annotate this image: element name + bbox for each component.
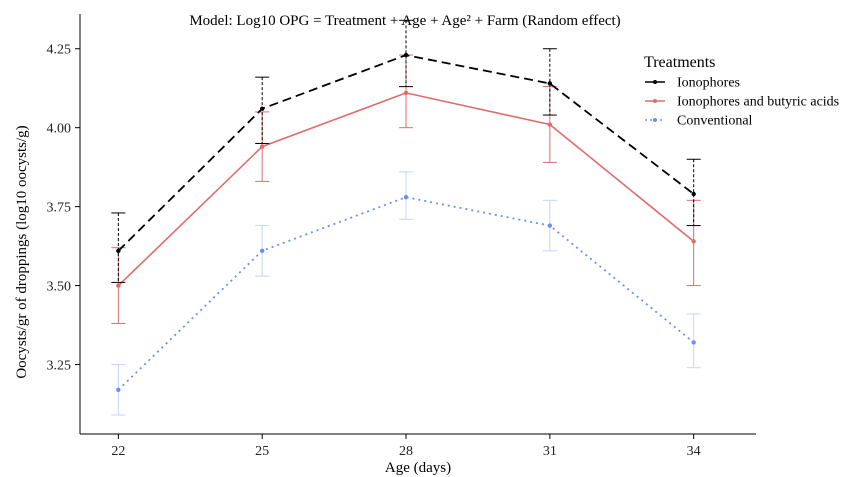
y-axis-label: Oocysts/gr of droppings (log10 oocysts/g… xyxy=(14,125,30,378)
legend-swatch-point xyxy=(653,118,657,122)
data-point xyxy=(116,248,121,254)
data-point xyxy=(547,81,553,86)
y-axis-ticks: 3.25 3.50 3.75 4.00 4.25 xyxy=(47,43,80,374)
data-point xyxy=(547,223,553,228)
x-axis-ticks: 22 25 28 31 34 xyxy=(111,434,701,459)
x-tick-label: 25 xyxy=(255,444,269,459)
legend-swatch-point xyxy=(653,99,657,103)
y-tick-label: 3.50 xyxy=(47,280,72,295)
x-axis-label: Age (days) xyxy=(385,460,451,476)
data-point xyxy=(259,144,265,149)
legend-swatch-point xyxy=(653,80,657,84)
series-line xyxy=(117,196,695,391)
x-tick-label: 31 xyxy=(543,444,557,459)
data-point xyxy=(259,106,265,111)
legend-label: Ionophores xyxy=(677,76,740,91)
data-point xyxy=(403,52,409,58)
legend-label: Ionophores and butyric acids xyxy=(677,95,839,110)
series-ionophores xyxy=(111,19,701,283)
data-point xyxy=(116,283,121,288)
legend-label: Conventional xyxy=(677,114,753,129)
data-point xyxy=(691,191,696,197)
data-point xyxy=(259,248,265,254)
series-layer xyxy=(111,19,701,416)
legend-title: Treatments xyxy=(644,54,715,71)
x-tick-label: 34 xyxy=(687,444,701,459)
x-tick-label: 28 xyxy=(399,444,413,459)
series-conventional xyxy=(111,171,701,416)
data-point xyxy=(691,340,696,345)
y-tick-label: 4.00 xyxy=(47,122,72,137)
x-tick-label: 22 xyxy=(111,444,125,459)
data-point xyxy=(691,239,696,244)
data-point xyxy=(403,194,409,200)
y-tick-label: 4.25 xyxy=(47,43,72,58)
data-point xyxy=(403,90,409,96)
data-point xyxy=(116,387,121,392)
y-tick-label: 3.25 xyxy=(47,359,72,374)
chart-title: Model: Log10 OPG = Treatment + Age + Age… xyxy=(189,13,620,29)
y-tick-label: 3.75 xyxy=(47,201,72,216)
data-point xyxy=(547,122,553,127)
legend: Treatments Ionophores Ionophores and buty… xyxy=(644,54,839,129)
